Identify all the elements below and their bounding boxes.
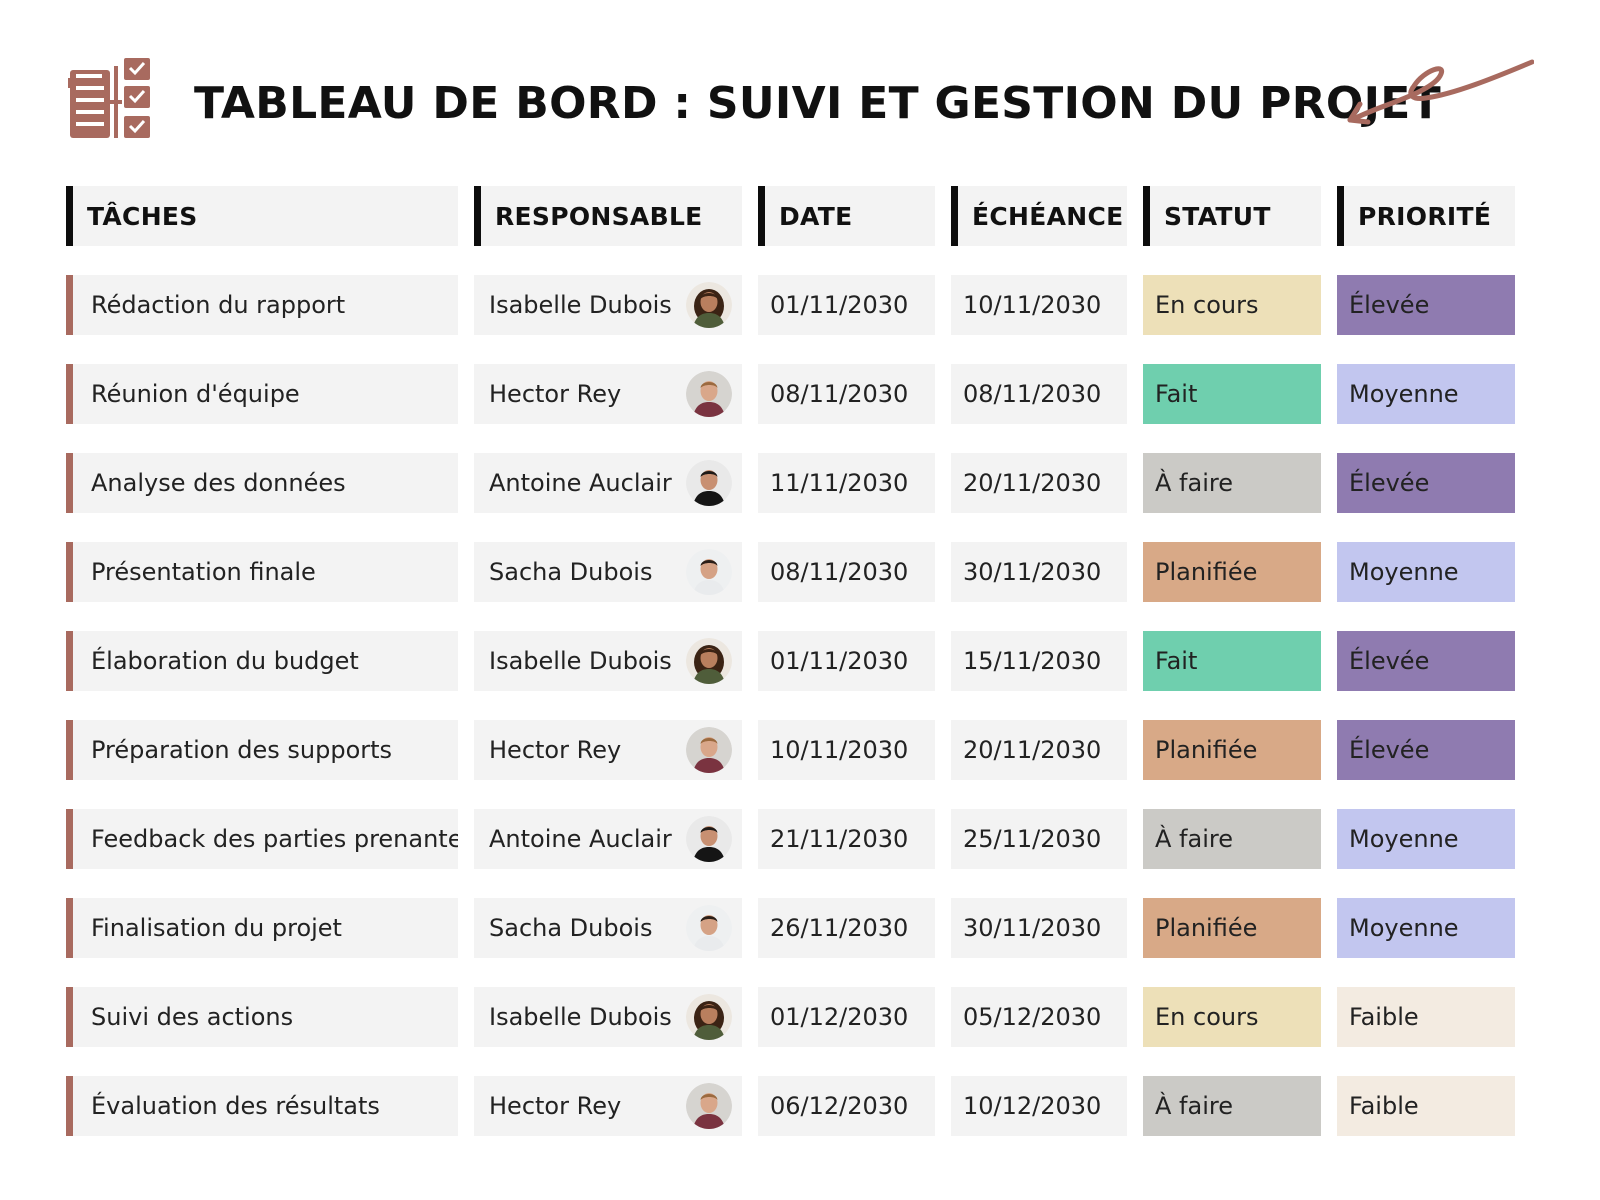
responsible-name: Hector Rey: [489, 380, 622, 408]
task-name: Préparation des supports: [66, 720, 458, 780]
responsible-name: Isabelle Dubois: [489, 291, 672, 319]
start-date: 01/11/2030: [758, 631, 935, 691]
priority-badge: Moyenne: [1337, 364, 1515, 424]
start-date: 06/12/2030: [758, 1076, 935, 1136]
responsible-name: Sacha Dubois: [489, 914, 653, 942]
avatar: [686, 994, 732, 1040]
due-date: 05/12/2030: [951, 987, 1127, 1047]
responsible-cell: Sacha Dubois: [474, 898, 742, 958]
status-badge: En cours: [1143, 987, 1321, 1047]
priority-badge: Moyenne: [1337, 542, 1515, 602]
responsible-name: Isabelle Dubois: [489, 647, 672, 675]
status-badge: Fait: [1143, 364, 1321, 424]
avatar: [686, 727, 732, 773]
status-badge: Planifiée: [1143, 720, 1321, 780]
task-name: Présentation finale: [66, 542, 458, 602]
task-table: TÂCHES RESPONSABLE DATE ÉCHÉANCE STATUT …: [66, 186, 1515, 1136]
avatar: [686, 638, 732, 684]
due-date: 15/11/2030: [951, 631, 1127, 691]
due-date: 20/11/2030: [951, 720, 1127, 780]
avatar: [686, 1083, 732, 1129]
task-name: Suivi des actions: [66, 987, 458, 1047]
task-name: Analyse des données: [66, 453, 458, 513]
responsible-cell: Hector Rey: [474, 1076, 742, 1136]
priority-badge: Élevée: [1337, 453, 1515, 513]
responsible-cell: Hector Rey: [474, 720, 742, 780]
checklist-clipboard-icon: [68, 58, 150, 138]
due-date: 20/11/2030: [951, 453, 1127, 513]
priority-badge: Faible: [1337, 987, 1515, 1047]
avatar: [686, 371, 732, 417]
status-badge: Planifiée: [1143, 898, 1321, 958]
priority-badge: Élevée: [1337, 720, 1515, 780]
column-header-priorite[interactable]: PRIORITÉ: [1337, 186, 1515, 246]
due-date: 08/11/2030: [951, 364, 1127, 424]
responsible-cell: Antoine Auclair: [474, 453, 742, 513]
responsible-name: Hector Rey: [489, 736, 622, 764]
start-date: 21/11/2030: [758, 809, 935, 869]
responsible-cell: Antoine Auclair: [474, 809, 742, 869]
due-date: 10/12/2030: [951, 1076, 1127, 1136]
responsible-cell: Isabelle Dubois: [474, 631, 742, 691]
status-badge: En cours: [1143, 275, 1321, 335]
column-header-echeance[interactable]: ÉCHÉANCE: [951, 186, 1127, 246]
task-name: Réunion d'équipe: [66, 364, 458, 424]
task-name: Rédaction du rapport: [66, 275, 458, 335]
responsible-cell: Isabelle Dubois: [474, 275, 742, 335]
task-name: Feedback des parties prenantes: [66, 809, 458, 869]
responsible-name: Sacha Dubois: [489, 558, 653, 586]
priority-badge: Moyenne: [1337, 898, 1515, 958]
priority-badge: Élevée: [1337, 631, 1515, 691]
avatar: [686, 460, 732, 506]
start-date: 08/11/2030: [758, 364, 935, 424]
task-name: Élaboration du budget: [66, 631, 458, 691]
start-date: 26/11/2030: [758, 898, 935, 958]
status-badge: Fait: [1143, 631, 1321, 691]
priority-badge: Élevée: [1337, 275, 1515, 335]
status-badge: À faire: [1143, 809, 1321, 869]
decorative-swirl-arrow-icon: [1347, 59, 1534, 125]
due-date: 30/11/2030: [951, 542, 1127, 602]
responsible-cell: Sacha Dubois: [474, 542, 742, 602]
start-date: 10/11/2030: [758, 720, 935, 780]
column-header-statut[interactable]: STATUT: [1143, 186, 1321, 246]
page-title: TABLEAU DE BORD : SUIVI ET GESTION DU PR…: [194, 78, 1441, 129]
status-badge: À faire: [1143, 1076, 1321, 1136]
start-date: 01/11/2030: [758, 275, 935, 335]
avatar: [686, 282, 732, 328]
status-badge: À faire: [1143, 453, 1321, 513]
responsible-name: Antoine Auclair: [489, 825, 672, 853]
responsible-name: Hector Rey: [489, 1092, 622, 1120]
priority-badge: Moyenne: [1337, 809, 1515, 869]
due-date: 10/11/2030: [951, 275, 1127, 335]
responsible-cell: Hector Rey: [474, 364, 742, 424]
column-header-date[interactable]: DATE: [758, 186, 935, 246]
responsible-name: Isabelle Dubois: [489, 1003, 672, 1031]
status-badge: Planifiée: [1143, 542, 1321, 602]
task-name: Finalisation du projet: [66, 898, 458, 958]
page-header: TABLEAU DE BORD : SUIVI ET GESTION DU PR…: [66, 56, 1536, 146]
due-date: 25/11/2030: [951, 809, 1127, 869]
column-header-responsable[interactable]: RESPONSABLE: [474, 186, 742, 246]
responsible-cell: Isabelle Dubois: [474, 987, 742, 1047]
due-date: 30/11/2030: [951, 898, 1127, 958]
start-date: 11/11/2030: [758, 453, 935, 513]
task-name: Évaluation des résultats: [66, 1076, 458, 1136]
avatar: [686, 549, 732, 595]
avatar: [686, 816, 732, 862]
start-date: 08/11/2030: [758, 542, 935, 602]
responsible-name: Antoine Auclair: [489, 469, 672, 497]
avatar: [686, 905, 732, 951]
priority-badge: Faible: [1337, 1076, 1515, 1136]
start-date: 01/12/2030: [758, 987, 935, 1047]
column-header-taches[interactable]: TÂCHES: [66, 186, 458, 246]
